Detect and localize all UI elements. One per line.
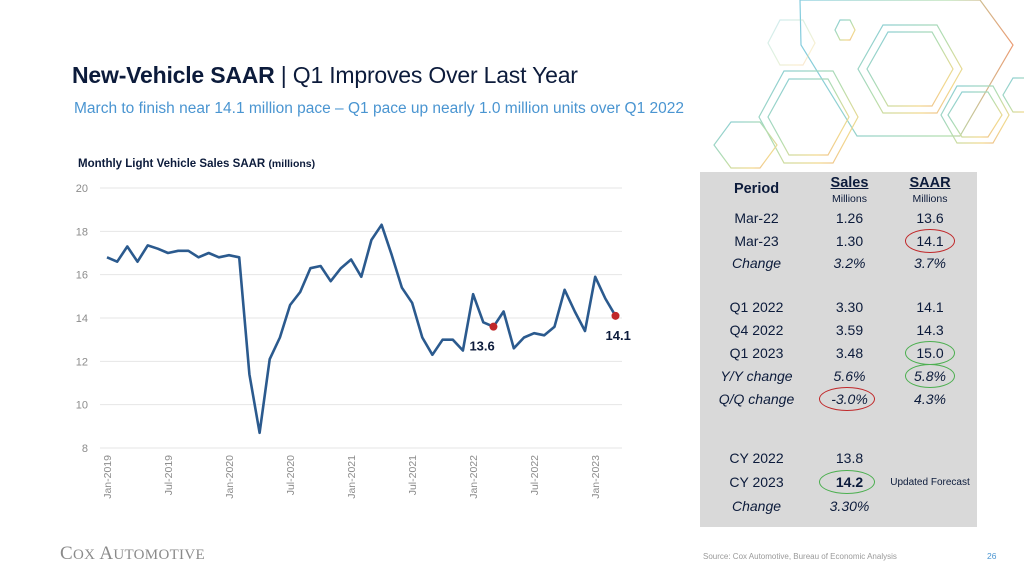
x-tick-label: Jul-2019 (163, 455, 175, 495)
source-note: Source: Cox Automotive, Bureau of Econom… (703, 552, 897, 561)
slide-subtitle: March to finish near 14.1 million pace –… (74, 100, 685, 117)
x-tick-label: Jan-2021 (346, 455, 358, 499)
green-highlight-circle (905, 364, 955, 388)
table-row-sales: 5.6% (833, 368, 866, 384)
table-row-period: Q1 2023 (729, 345, 784, 361)
table-row-period: Mar-22 (734, 210, 779, 226)
table-row-sales: 1.26 (835, 210, 864, 226)
header-sales: Sales (830, 175, 869, 191)
red-highlight-circle (905, 229, 955, 253)
green-highlight-circle (819, 470, 875, 494)
table-row-period: CY 2022 (729, 450, 784, 466)
decorative-hexagons (713, 0, 1024, 169)
x-tick-label: Jan-2019 (102, 455, 114, 499)
table-row-sales: 3.30% (829, 498, 870, 514)
table-row-sales: 1.30 (835, 233, 864, 249)
slide-title-bold: New-Vehicle SAAR (72, 62, 275, 88)
table-row-period: Q4 2022 (729, 322, 784, 338)
table-row-saar: 4.3% (914, 391, 946, 407)
table-row-period: Mar-23 (734, 233, 779, 249)
y-tick-label: 16 (76, 270, 88, 282)
header-sales-units: Millions (831, 193, 867, 205)
table-row-sales: 3.59 (835, 322, 864, 338)
table-row-period: CY 2023 (729, 474, 784, 490)
table-row-period: Change (731, 498, 782, 514)
header-saar: SAAR (909, 175, 951, 191)
updated-forecast-note: Updated Forecast (890, 477, 970, 488)
x-tick-label: Jan-2022 (468, 455, 480, 499)
y-tick-label: 20 (76, 183, 88, 195)
table-row-sales: 13.8 (835, 450, 864, 466)
x-tick-label: Jan-2020 (224, 455, 236, 499)
saar-line-chart: 8 10 12 14 16 18 20 Jan-2019 Jul-2019 Jan-2020 Ju… (76, 183, 631, 499)
table-row-period: Y/Y change (720, 368, 793, 384)
series-line-saar (106, 223, 617, 435)
x-tick-label: Jan-2023 (590, 455, 602, 499)
y-tick-label: 14 (76, 313, 88, 325)
table-row-period: Q1 2022 (729, 299, 784, 315)
slide-title-rest: | Q1 Improves Over Last Year (274, 62, 578, 88)
y-tick-label: 8 (82, 443, 88, 455)
table-row-saar: 13.6 (916, 210, 944, 226)
cox-automotive-logo: COX AUTOMOTIVE (60, 543, 205, 564)
highlight-marker (611, 311, 620, 320)
y-tick-label: 12 (76, 356, 88, 368)
table-row-sales: 3.48 (835, 345, 864, 361)
header-saar-units: Millions (912, 193, 948, 205)
green-highlight-circle (905, 341, 955, 365)
slide-title: New-Vehicle SAAR | Q1 Improves Over Last… (72, 62, 578, 89)
table-row-saar: 14.3 (916, 322, 944, 338)
table-row-sales: 3.30 (835, 299, 864, 315)
data-label: 13.6 (469, 339, 494, 354)
y-tick-label: 18 (76, 226, 88, 238)
table-row-sales: 3.2% (833, 255, 866, 271)
x-tick-label: Jul-2022 (529, 455, 541, 495)
y-tick-label: 10 (76, 400, 88, 412)
header-period: Period (733, 181, 780, 197)
table-row-saar: 3.7% (914, 255, 946, 271)
chart-title-units: (millions) (268, 158, 316, 170)
table-row-saar: 14.1 (916, 299, 944, 315)
chart-title: Monthly Light Vehicle Sales SAAR (millio… (78, 158, 315, 170)
table-row-period: Q/Q change (718, 391, 795, 407)
page-number: 26 (987, 551, 997, 561)
x-tick-label: Jul-2020 (285, 455, 297, 495)
x-tick-label: Jul-2021 (407, 455, 419, 495)
red-highlight-circle (819, 387, 875, 411)
table-row-period: Change (731, 255, 782, 271)
sales-summary-table: Period Sales SAAR Millions Millions Mar-… (700, 172, 977, 527)
data-label: 14.1 (606, 328, 631, 343)
chart-title-main: Monthly Light Vehicle Sales SAAR (78, 158, 266, 170)
highlight-marker (489, 322, 498, 331)
